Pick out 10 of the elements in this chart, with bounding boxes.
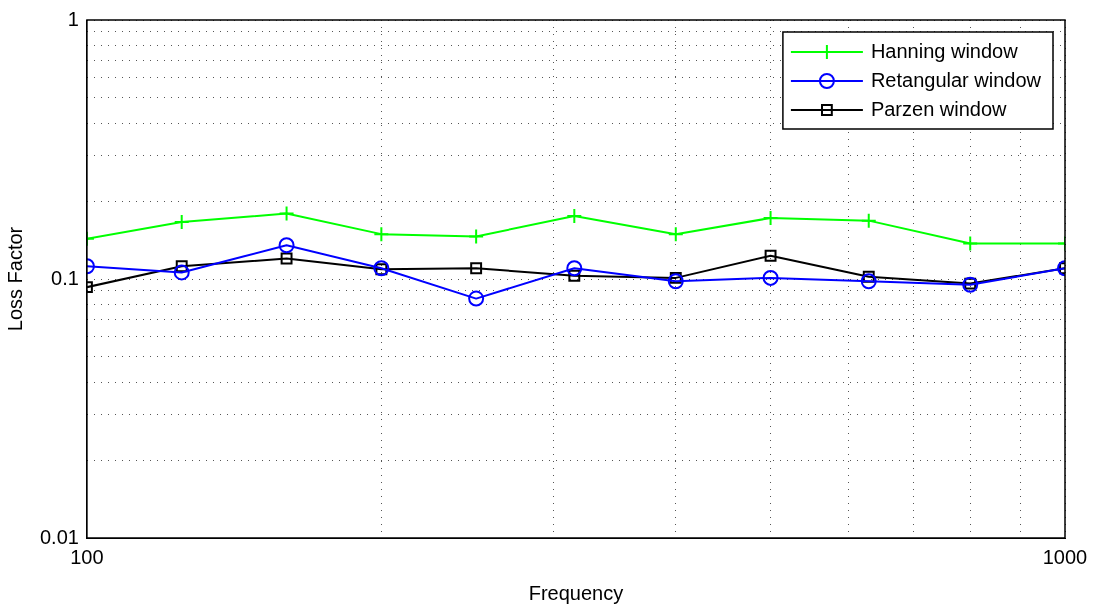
y-tick-label: 1 bbox=[67, 7, 79, 30]
x-tick-label: 100 bbox=[70, 545, 104, 568]
y-axis-title: Loss Factor bbox=[3, 226, 26, 332]
y-tick-label: 0.01 bbox=[39, 525, 79, 548]
x-axis-title: Frequency bbox=[528, 581, 624, 604]
legend-label: Parzen window bbox=[870, 97, 1008, 120]
legend-label: Hanning window bbox=[870, 39, 1019, 62]
y-tick-label: 0.1 bbox=[51, 266, 79, 289]
legend-label: Retangular window bbox=[870, 68, 1042, 91]
x-tick-label: 1000 bbox=[1042, 545, 1088, 568]
